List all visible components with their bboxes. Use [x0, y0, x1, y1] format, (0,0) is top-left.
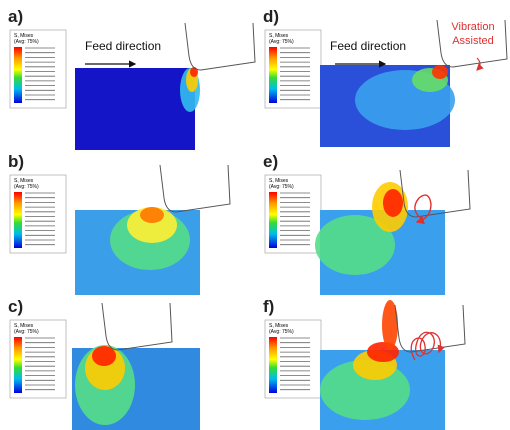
- stress-region: [383, 189, 403, 217]
- color-bar: [14, 47, 22, 103]
- panel: c)S, Mises(Avg: 75%): [8, 297, 200, 430]
- vibration-note: Vibration: [451, 21, 494, 33]
- vibration-note: Assisted: [452, 35, 494, 47]
- feed-label: Feed direction: [330, 39, 406, 53]
- panel-label: e): [263, 152, 278, 171]
- legend-subtitle: (Avg: 75%): [14, 184, 39, 190]
- panel: f)S, Mises(Avg: 75%): [263, 297, 465, 430]
- panel-label: d): [263, 7, 279, 26]
- panel-label: b): [8, 152, 24, 171]
- panel-label: a): [8, 7, 23, 26]
- stress-region: [140, 207, 164, 223]
- color-bar: [269, 47, 277, 103]
- tool: [102, 303, 172, 350]
- panel: d)S, Mises(Avg: 75%)Feed directionVibrat…: [263, 7, 507, 147]
- color-bar: [269, 192, 277, 248]
- legend-subtitle: (Avg: 75%): [269, 329, 294, 335]
- tool: [185, 23, 255, 70]
- legend-subtitle: (Avg: 75%): [14, 329, 39, 335]
- vibration-arrow: [477, 58, 480, 70]
- color-bar: [14, 192, 22, 248]
- feed-label: Feed direction: [85, 39, 161, 53]
- panel: e)S, Mises(Avg: 75%): [263, 152, 470, 295]
- stress-region: [432, 65, 448, 79]
- panel-label: f): [263, 297, 274, 316]
- panel: b)S, Mises(Avg: 75%): [8, 152, 230, 295]
- legend-subtitle: (Avg: 75%): [14, 39, 39, 45]
- workpiece: [75, 68, 195, 150]
- panel: a)S, Mises(Avg: 75%)Feed direction: [8, 7, 255, 150]
- legend-subtitle: (Avg: 75%): [269, 39, 294, 45]
- stress-region: [190, 67, 198, 77]
- color-bar: [269, 337, 277, 393]
- tool: [160, 165, 230, 212]
- tool: [395, 305, 465, 352]
- color-bar: [14, 337, 22, 393]
- legend-subtitle: (Avg: 75%): [269, 184, 294, 190]
- tool: [400, 170, 470, 217]
- figure: a)S, Mises(Avg: 75%)Feed directionb)S, M…: [0, 0, 510, 430]
- panel-label: c): [8, 297, 23, 316]
